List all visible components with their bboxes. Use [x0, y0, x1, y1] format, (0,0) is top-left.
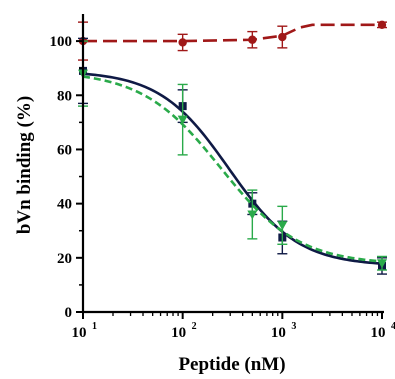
data-point-triangle: [247, 210, 258, 220]
y-tick-label: 60: [57, 142, 72, 158]
x-axis-title: Peptide (nM): [178, 354, 285, 375]
x-tick-exponent: 3: [291, 321, 296, 332]
series-group: [78, 37, 387, 275]
axes-layer: 0 20 40 60 80 100 10 1 10 2 10 3 10 4: [50, 14, 395, 341]
data-point-circle: [278, 32, 287, 42]
series-fit-line: [83, 23, 382, 43]
x-tick-exponent: 4: [391, 321, 395, 332]
y-tick-label: 40: [57, 197, 72, 213]
x-tick-exponent: 1: [92, 321, 97, 332]
data-point-triangle: [177, 115, 188, 125]
data-point-circle: [377, 20, 387, 30]
data-point-circle: [248, 35, 257, 44]
x-tick-label: 10: [72, 325, 87, 341]
y-tick-label: 100: [50, 34, 73, 50]
series-layer: [78, 20, 387, 275]
y-tick-label: 80: [57, 88, 72, 104]
y-tick-label: 20: [57, 251, 72, 267]
data-point-triangle: [377, 259, 387, 269]
data-point-circle: [178, 38, 187, 47]
x-tick-label: 10: [371, 325, 386, 341]
data-point-triangle: [277, 221, 288, 231]
series-group: [78, 20, 387, 61]
series-group: [78, 40, 387, 271]
series-fit-line: [82, 72, 383, 265]
series-fit-line: [82, 75, 383, 263]
x-tick-label: 10: [171, 325, 186, 341]
y-axis-title: bVn binding (%): [14, 96, 35, 234]
y-tick-label: 0: [65, 305, 73, 321]
x-tick-label: 10: [271, 325, 286, 341]
x-tick-exponent: 2: [192, 321, 197, 332]
